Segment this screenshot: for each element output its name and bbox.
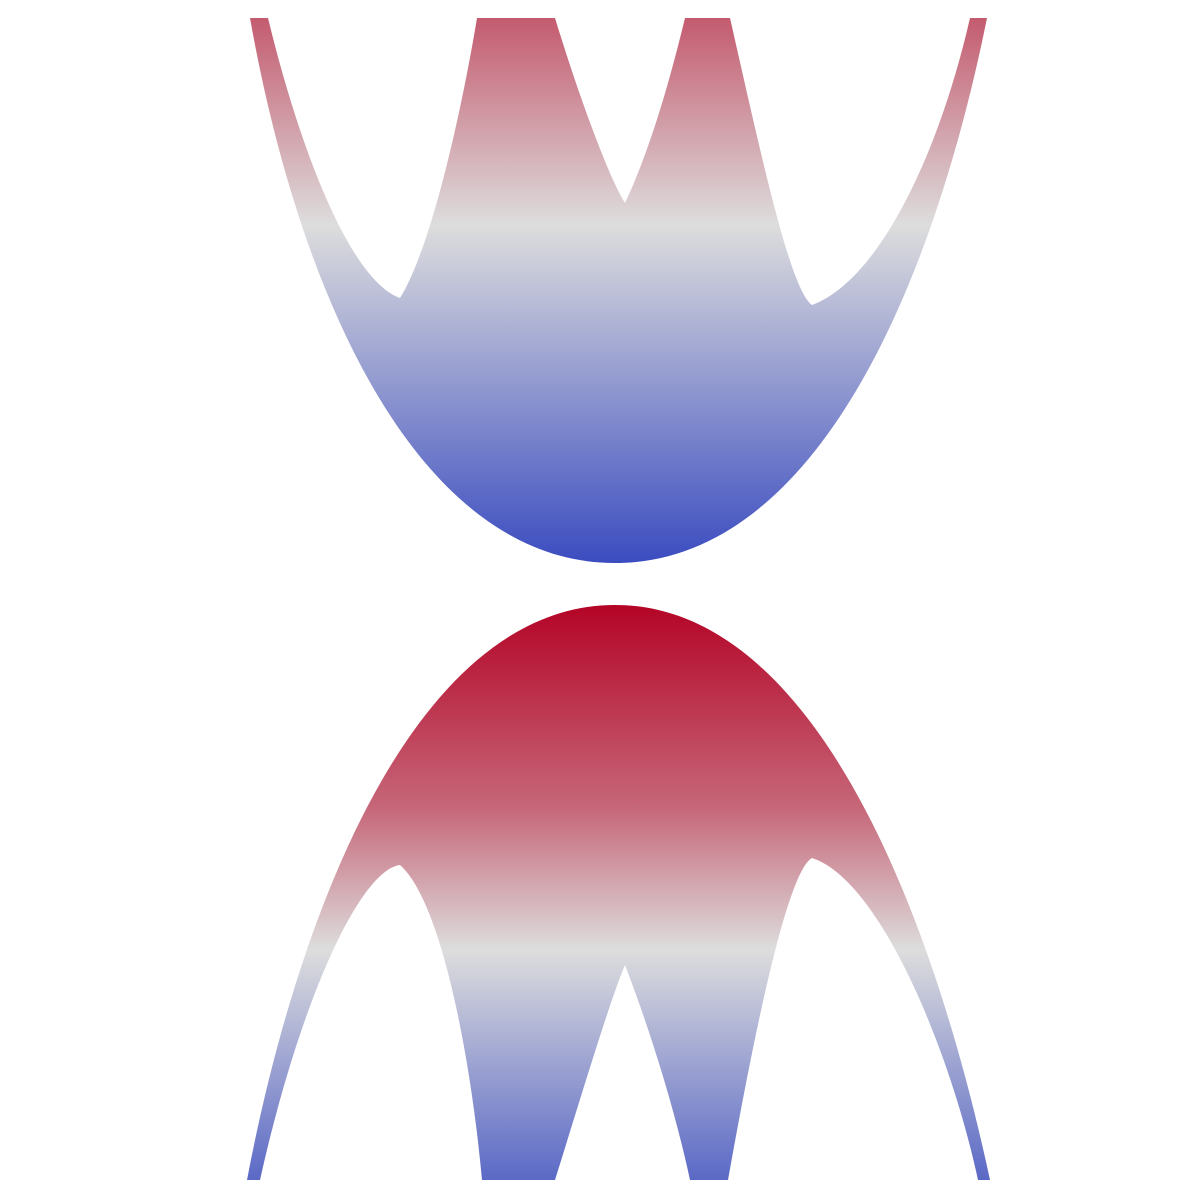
upper-gap — [268, 18, 477, 298]
lower-gap — [555, 965, 690, 1180]
lower-gap — [728, 858, 978, 1180]
lower-gap — [260, 865, 482, 1180]
lower-surface — [247, 605, 990, 1180]
upper-surface — [250, 18, 987, 563]
upper-gap — [730, 18, 970, 305]
upper-gap — [555, 18, 685, 203]
